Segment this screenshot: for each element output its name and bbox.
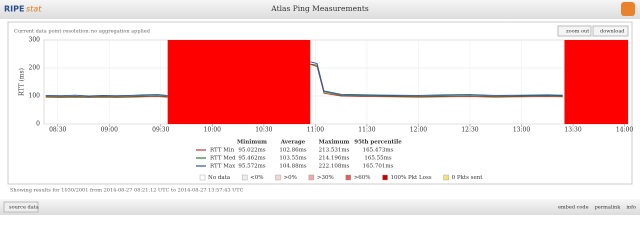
loss-swatch <box>443 174 449 181</box>
resolution-label: Current data point resolution: <box>14 29 91 35</box>
source-button[interactable] <box>3 201 39 213</box>
series-line <box>45 61 563 97</box>
resolution-value: no aggregation applied <box>91 29 151 35</box>
zoom-out-label[interactable]: zoom out <box>566 29 589 35</box>
table-cell: 222.108ms <box>319 164 350 170</box>
loss-swatch <box>275 174 281 181</box>
loss-legend-label: 0 Pkts sent <box>452 175 484 181</box>
plot-area <box>43 39 629 125</box>
table-header: Minimum <box>237 140 267 146</box>
x-tick-label: 11:00 <box>307 127 324 134</box>
series-line <box>45 63 563 98</box>
loss-legend-label: >30% <box>317 175 334 181</box>
y-tick-label: 300 <box>29 37 41 44</box>
legend-entry: RTT Max <box>210 164 236 170</box>
loss-legend-label: >0% <box>284 175 297 181</box>
bottom-link[interactable]: embed code <box>558 205 589 211</box>
x-tick-label: 08:30 <box>49 127 66 134</box>
x-tick-label: 11:30 <box>358 127 375 134</box>
page: RIPE stat Atlas Ping Measurements Curren… <box>0 0 640 215</box>
table-cell: 104.88ms <box>279 164 306 170</box>
bottom-bar <box>0 199 640 215</box>
bottom-link[interactable]: permalink <box>595 205 622 211</box>
y-axis-title: RTT (ms) <box>19 68 26 96</box>
series-line <box>45 63 563 98</box>
zoom-out-button[interactable] <box>557 25 592 37</box>
loss-legend-label: <0% <box>250 175 263 181</box>
bottom-link[interactable]: info <box>626 205 636 211</box>
feedback-icon[interactable] <box>621 2 635 16</box>
widget-title: Atlas Ping Measurements <box>270 4 369 13</box>
table-cell: 95.022ms <box>238 148 265 154</box>
x-tick-label: 12:00 <box>410 127 427 134</box>
x-tick-label: 10:00 <box>204 127 221 134</box>
loss-swatch <box>308 174 315 181</box>
table-cell: 95.462ms <box>238 156 265 162</box>
loss-period <box>564 40 628 124</box>
x-tick-label: 10:30 <box>255 127 272 134</box>
table-cell: 103.55ms <box>279 156 306 162</box>
x-tick-label: 09:00 <box>101 127 118 134</box>
logo: RIPE <box>4 5 24 14</box>
y-tick-label: 200 <box>29 65 41 72</box>
table-header: Maximum <box>319 140 350 146</box>
legend-entry: RTT Med <box>210 156 236 162</box>
y-tick-label: 100 <box>29 93 41 100</box>
x-tick-label: 09:30 <box>152 127 169 134</box>
x-tick-label: 12:30 <box>461 127 478 134</box>
loss-swatch <box>199 174 206 181</box>
table-cell: 165.701ms <box>363 164 394 170</box>
table-cell: 214.196ms <box>319 156 350 162</box>
source-label[interactable]: source data <box>9 205 39 211</box>
download-label[interactable]: download <box>600 29 625 35</box>
loss-legend-label: No data <box>208 175 231 181</box>
loss-period <box>167 40 311 124</box>
legend-entry: RTT Min <box>210 148 235 154</box>
loss-legend-label: >60% <box>354 175 371 181</box>
header-bar <box>0 0 640 19</box>
table-cell: 102.86ms <box>279 148 306 154</box>
y-tick-label: 0 <box>36 121 40 128</box>
loss-swatch <box>241 174 248 181</box>
table-cell: 165.55ms <box>364 156 391 162</box>
widget: RIPE stat Atlas Ping Measurements Curren… <box>0 0 640 215</box>
footer-text: Showing results for 1030/2001 from 2014-… <box>10 188 244 194</box>
table-cell: 165.473ms <box>363 148 394 154</box>
table-cell: 213.531ms <box>319 148 350 154</box>
x-tick-label: 13:30 <box>564 127 581 134</box>
loss-swatch <box>345 174 351 181</box>
table-header: Average <box>280 140 306 146</box>
loss-legend-label: 100% Pkt Loss <box>391 175 432 181</box>
logo-sub: stat <box>26 5 42 14</box>
x-tick-label: 14:00 <box>616 127 633 134</box>
x-tick-label: 13:00 <box>513 127 530 134</box>
download-button[interactable] <box>592 25 629 37</box>
loss-swatch <box>382 174 388 181</box>
table-cell: 95.572ms <box>238 164 265 170</box>
table-header: 95th percentile <box>354 140 402 146</box>
